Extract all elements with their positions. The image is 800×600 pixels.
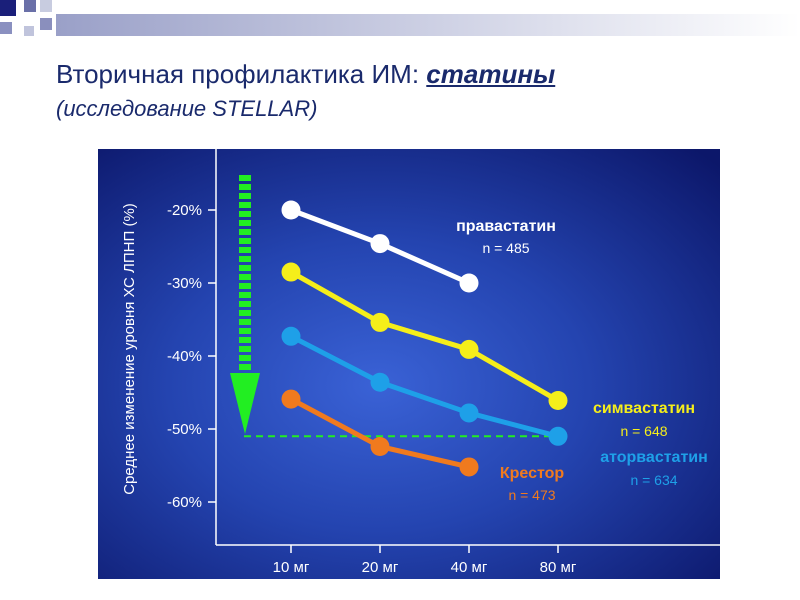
deco-square [24, 0, 36, 12]
chart-background [98, 149, 720, 579]
reference-layer [230, 175, 558, 438]
ldl-change-chart: -20% -30% -40% -50% -60% 10 мг 20 мг 40 мг 80 мг… [98, 149, 720, 579]
simvastatin-line [289, 269, 560, 403]
deco-square [40, 18, 52, 30]
pravastatin-name-label: правастатин [456, 218, 556, 235]
krestor-n-label: n = 473 [508, 487, 555, 503]
y-tick-label: -20% [167, 202, 202, 219]
simvastatin-n-label: n = 648 [620, 423, 667, 439]
simvastatin-point [370, 312, 390, 332]
krestor-point [370, 437, 390, 457]
header-gradient-bar [56, 14, 800, 36]
y-tick-label: -40% [167, 348, 202, 365]
pravastatin-point [281, 200, 301, 220]
x-tick-label: 40 мг [451, 559, 488, 576]
chart-axes: -20% -30% -40% -50% -60% 10 мг 20 мг 40 мг 80 мг… [121, 149, 720, 576]
x-tick-label: 10 мг [273, 559, 310, 576]
atorvastatin-point [548, 426, 568, 446]
deco-square [40, 0, 52, 12]
pravastatin-point [370, 234, 390, 254]
y-axis-label: Среднее изменение уровня ХС ЛПНП (%) [121, 203, 138, 495]
simvastatin-point [459, 339, 479, 359]
simvastatin-point [548, 391, 568, 411]
simvastatin-name-label: симвастатин [593, 400, 695, 417]
krestor-point [281, 389, 301, 409]
atorvastatin-point [370, 372, 390, 392]
deco-square [24, 26, 34, 36]
title-prefix: Вторичная профилактика ИМ: [56, 59, 427, 89]
deco-square [0, 22, 12, 34]
deco-square [0, 0, 16, 16]
title-emphasis: статины [426, 59, 556, 89]
atorvastatin-name-label: аторвастатин [600, 449, 708, 466]
krestor-point [459, 457, 479, 477]
atorvastatin-n-label: n = 634 [630, 472, 677, 488]
series-layer [281, 200, 568, 477]
slide-subtitle: (исследование STELLAR) [56, 96, 318, 121]
krestor-name-label: Крестор [500, 465, 565, 482]
simvastatin-point [281, 262, 301, 282]
down-arrow-head [230, 373, 260, 434]
pravastatin-n-label: n = 485 [482, 240, 529, 256]
atorvastatin-point [459, 403, 479, 423]
y-tick-label: -30% [167, 275, 202, 292]
pravastatin-point [459, 273, 479, 293]
y-tick-label: -60% [167, 494, 202, 511]
atorvastatin-line [289, 334, 559, 439]
y-tick-label: -50% [167, 421, 202, 438]
label-layer: правастатин n = 485 симвастатин n = 648 атор… [456, 218, 708, 503]
corner-decoration [0, 0, 800, 36]
atorvastatin-point [281, 326, 301, 346]
x-tick-label: 20 мг [362, 559, 399, 576]
x-tick-label: 80 мг [540, 559, 577, 576]
slide-title: Вторичная профилактика ИМ: статины [56, 58, 555, 90]
